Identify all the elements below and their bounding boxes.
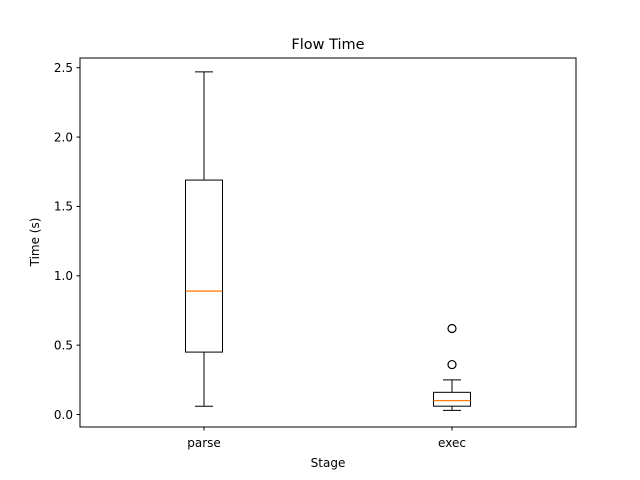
y-axis-label: Time (s) [28, 218, 42, 268]
iqr-box [185, 179, 223, 353]
outlier-point [447, 359, 457, 370]
y-tick-label: 0.0 [54, 408, 73, 422]
y-tick-label: 1.0 [54, 269, 73, 283]
x-axis-label: Stage [311, 456, 346, 470]
box-parse [185, 71, 223, 407]
outlier-point [447, 323, 457, 334]
x-axis: parse exec [187, 427, 466, 450]
y-tick-label: 2.0 [54, 130, 73, 144]
x-tick-label: parse [187, 436, 221, 450]
x-tick-label: exec [438, 436, 466, 450]
y-tick-label: 2.5 [54, 61, 73, 75]
plot-area [185, 71, 471, 411]
y-tick-label: 1.5 [54, 200, 73, 214]
box-exec [433, 323, 471, 411]
y-axis: 0.0 0.5 1.0 1.5 2.0 2.5 [54, 61, 80, 422]
axes-frame [79, 57, 577, 428]
chart-title: Flow Time [291, 37, 364, 53]
y-tick-label: 0.5 [54, 338, 73, 352]
iqr-box [433, 391, 471, 407]
